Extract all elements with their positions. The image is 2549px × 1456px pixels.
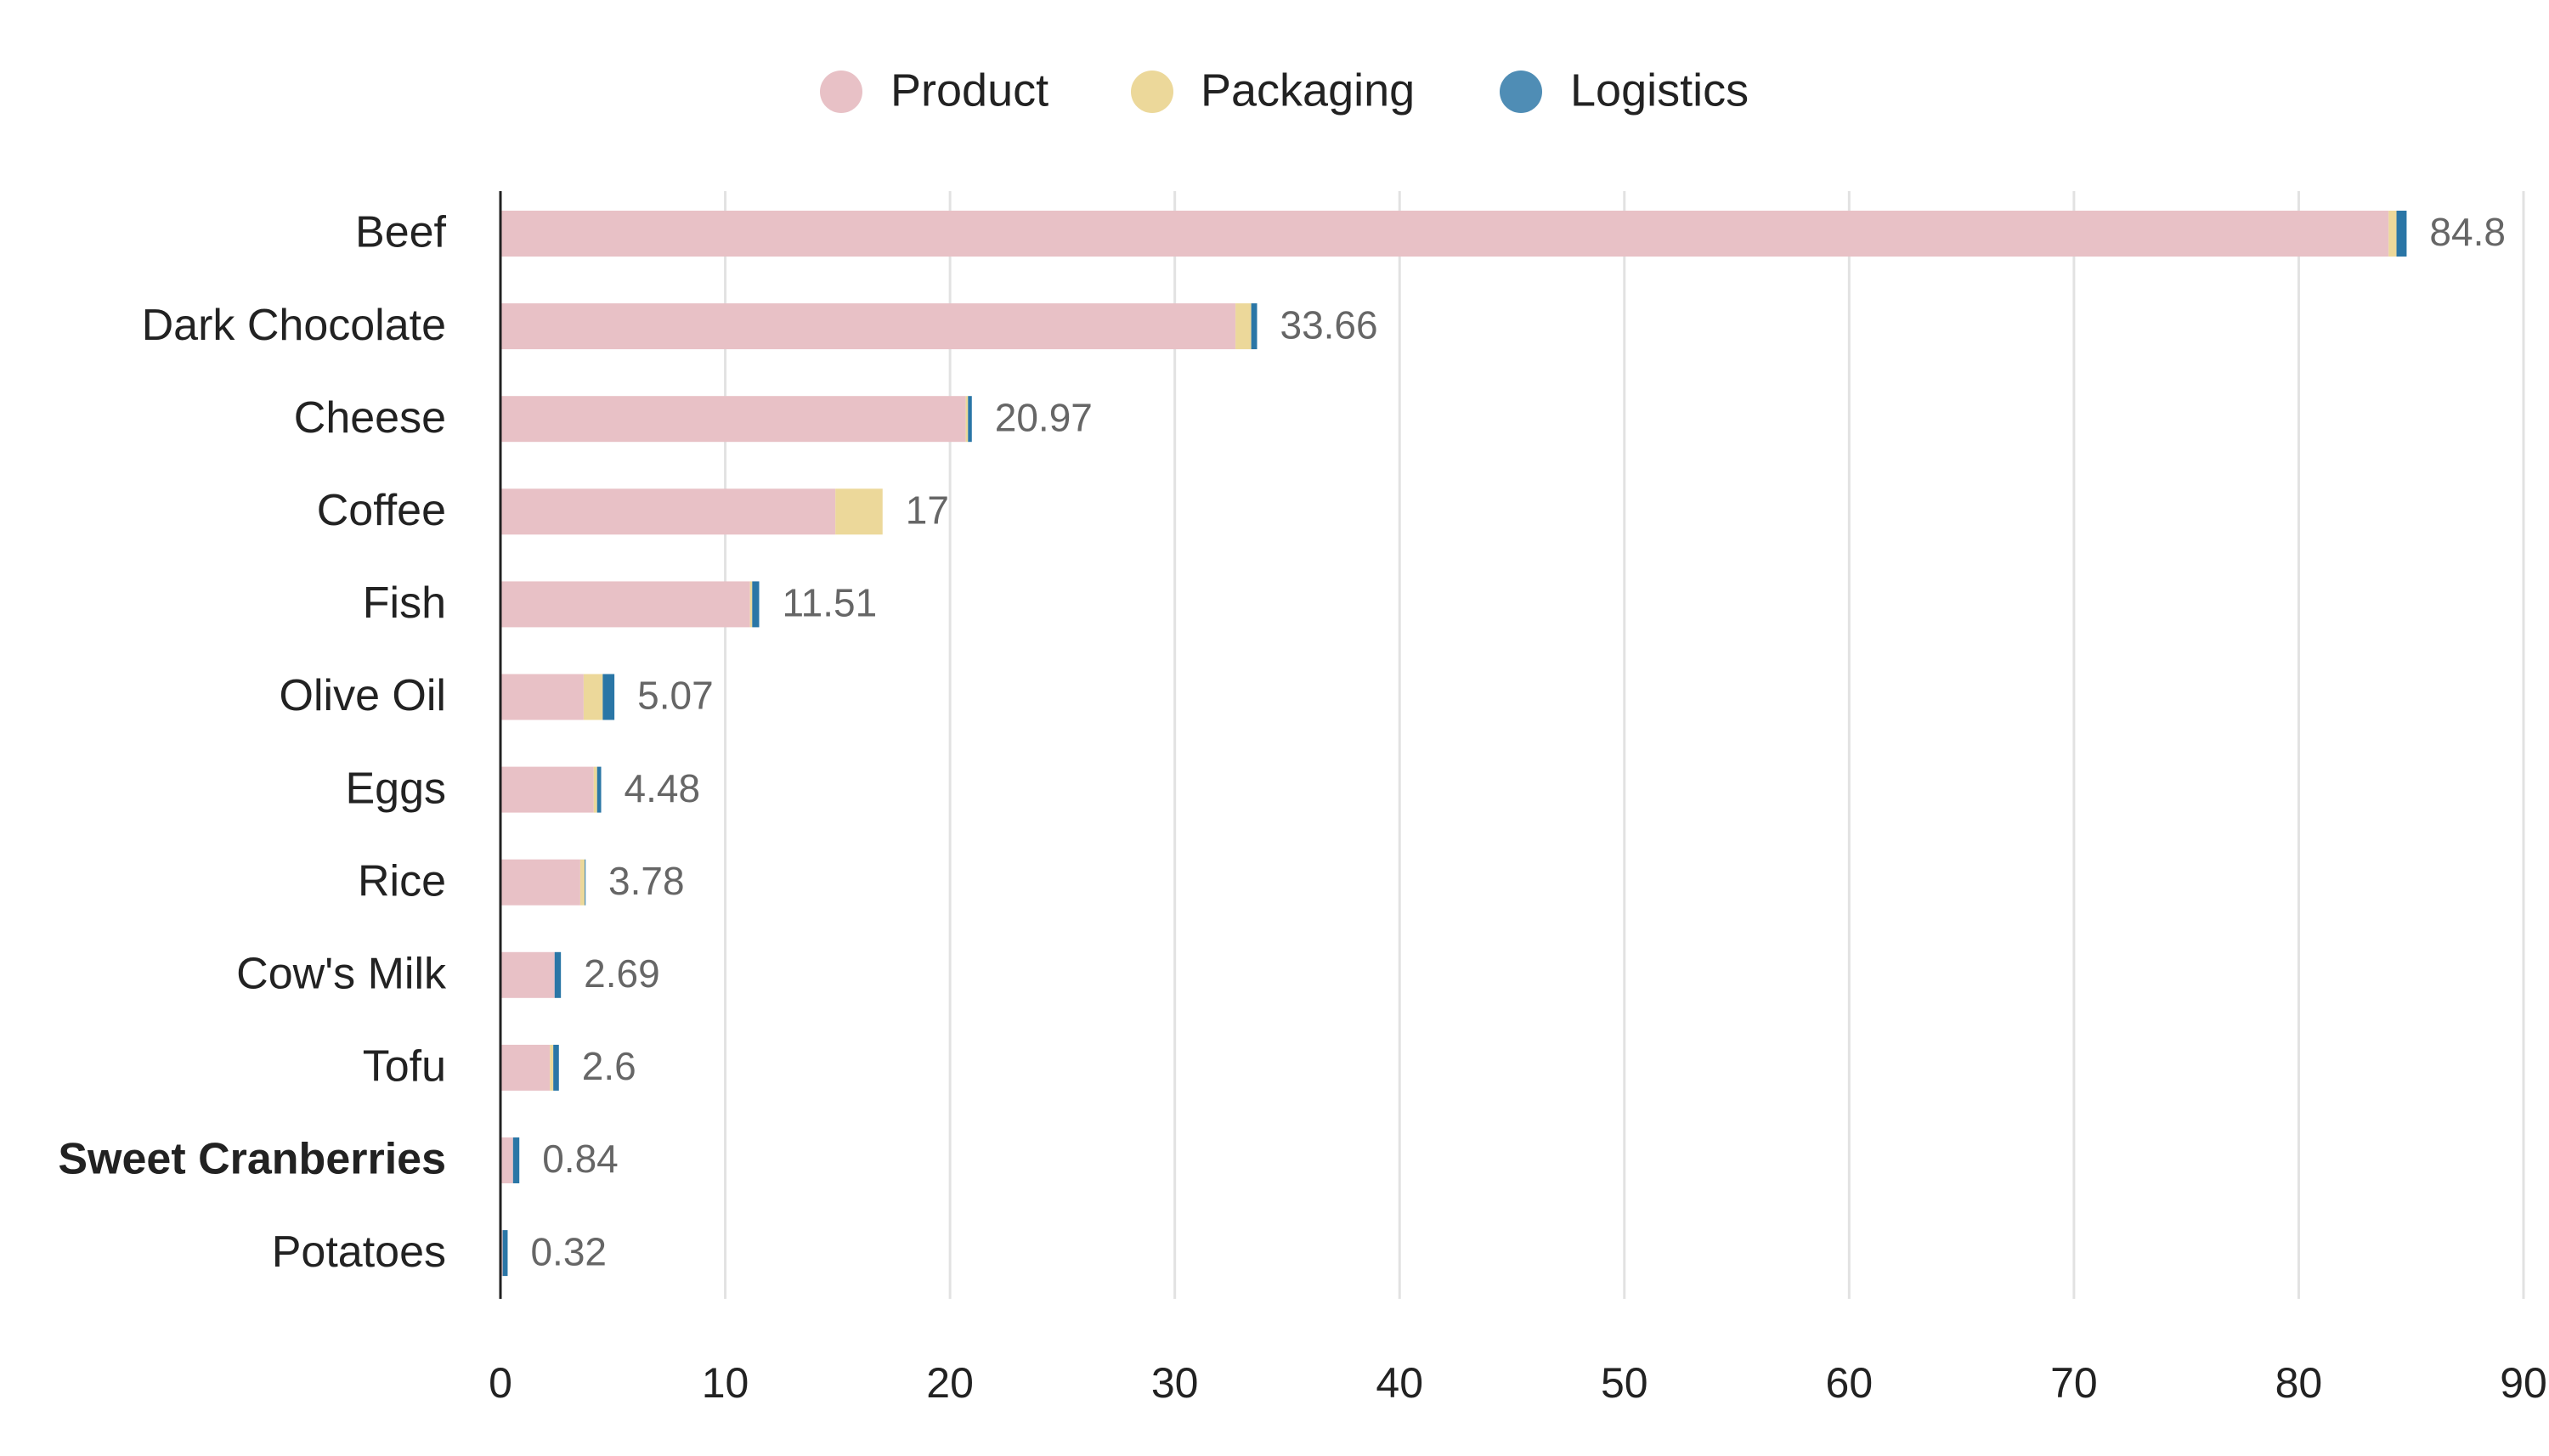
legend: Product Packaging Logistics bbox=[820, 65, 1749, 116]
bar-segment-logistics bbox=[554, 951, 562, 998]
category-label: Fish bbox=[363, 578, 446, 628]
x-tick-label: 80 bbox=[2275, 1359, 2323, 1407]
category-label: Rice bbox=[358, 856, 446, 906]
category-label: Beef bbox=[355, 208, 447, 257]
x-tick-label: 50 bbox=[1601, 1359, 1648, 1407]
bar-segment-packaging bbox=[579, 859, 585, 906]
bar-segment-logistics bbox=[968, 396, 972, 443]
bar-segment-product bbox=[500, 211, 2389, 257]
bar-segment-product bbox=[500, 488, 836, 535]
value-label: 0.84 bbox=[542, 1137, 619, 1181]
legend-label: Packaging bbox=[1201, 65, 1415, 116]
legend-marker-icon bbox=[1500, 71, 1542, 113]
x-tick-label: 90 bbox=[2500, 1359, 2547, 1407]
x-tick-label: 20 bbox=[926, 1359, 974, 1407]
bar-segment-logistics bbox=[596, 766, 602, 813]
x-tick-label: 0 bbox=[489, 1359, 512, 1407]
bar-segment-product bbox=[500, 581, 750, 628]
value-label: 11.51 bbox=[783, 581, 878, 625]
bar-segment-packaging bbox=[749, 581, 753, 628]
legend-item-packaging[interactable]: Packaging bbox=[1131, 65, 1415, 116]
x-tick-label: 10 bbox=[702, 1359, 749, 1407]
category-label: Dark Chocolate bbox=[142, 301, 446, 350]
value-label: 0.32 bbox=[530, 1229, 607, 1273]
bar-segment-packaging bbox=[583, 674, 603, 720]
bar-segment-product bbox=[500, 1137, 513, 1183]
value-label: 2.69 bbox=[584, 951, 660, 996]
bar-segment-logistics bbox=[512, 1137, 520, 1183]
category-label: Potatoes bbox=[272, 1227, 446, 1277]
category-label: Cheese bbox=[294, 393, 446, 443]
bar-segment-logistics bbox=[602, 674, 615, 720]
category-labels: Beef Dark Chocolate Cheese Coffee Fish Olive … bbox=[58, 208, 447, 1277]
category-label: Eggs bbox=[345, 764, 446, 813]
category-label: Sweet Cranberries bbox=[58, 1135, 446, 1184]
x-tick-label: 40 bbox=[1376, 1359, 1423, 1407]
value-label: 33.66 bbox=[1280, 302, 1377, 347]
bar-segment-logistics bbox=[2396, 211, 2407, 257]
category-label: Cow's Milk bbox=[236, 950, 447, 999]
bar-segment-product bbox=[500, 1044, 551, 1091]
bar-segment-logistics bbox=[752, 581, 760, 628]
bar-segment-product bbox=[500, 396, 966, 443]
category-label: Olive Oil bbox=[280, 671, 446, 720]
bar-segment-product bbox=[500, 859, 580, 906]
value-labels: 84.8 33.66 20.97 17 11.51 5.07 4.48 3.78 2.69 2.6… bbox=[530, 210, 2505, 1273]
value-label: 2.6 bbox=[582, 1044, 636, 1088]
legend-marker-icon bbox=[1131, 71, 1173, 113]
bar-segment-logistics bbox=[1251, 303, 1258, 350]
x-tick-label: 70 bbox=[2050, 1359, 2098, 1407]
value-label: 17 bbox=[906, 488, 949, 532]
legend-item-logistics[interactable]: Logistics bbox=[1500, 65, 1749, 116]
gridlines bbox=[724, 191, 2525, 1299]
value-label: 20.97 bbox=[995, 395, 1093, 439]
bar-segment-product bbox=[500, 766, 594, 813]
x-tick-label: 30 bbox=[1151, 1359, 1199, 1407]
bar-segment-packaging bbox=[1235, 303, 1252, 350]
legend-label: Product bbox=[890, 65, 1048, 116]
bars bbox=[500, 211, 2407, 1277]
x-tick-label: 60 bbox=[1826, 1359, 1874, 1407]
bar-segment-product bbox=[500, 674, 584, 720]
bar-segment-packaging bbox=[965, 396, 969, 443]
bar-segment-logistics bbox=[553, 1044, 559, 1091]
bar-segment-product bbox=[500, 951, 555, 998]
legend-label: Logistics bbox=[1570, 65, 1749, 116]
legend-item-product[interactable]: Product bbox=[820, 65, 1048, 116]
category-label: Coffee bbox=[317, 486, 446, 535]
x-axis-ticks: 0 10 20 30 40 50 60 70 80 90 bbox=[489, 1359, 2547, 1407]
legend-marker-icon bbox=[820, 71, 862, 113]
value-label: 4.48 bbox=[625, 766, 701, 810]
bar-segment-packaging bbox=[2388, 211, 2397, 257]
bar-segment-logistics bbox=[502, 1230, 508, 1277]
bar-segment-product bbox=[500, 303, 1236, 350]
value-label: 5.07 bbox=[637, 674, 714, 718]
bar-segment-packaging bbox=[593, 766, 597, 813]
category-label: Tofu bbox=[363, 1042, 446, 1092]
bar-segment-packaging bbox=[835, 488, 883, 535]
value-label: 3.78 bbox=[608, 859, 685, 903]
bar-segment-packaging bbox=[550, 1044, 554, 1091]
value-label: 84.8 bbox=[2429, 210, 2506, 254]
